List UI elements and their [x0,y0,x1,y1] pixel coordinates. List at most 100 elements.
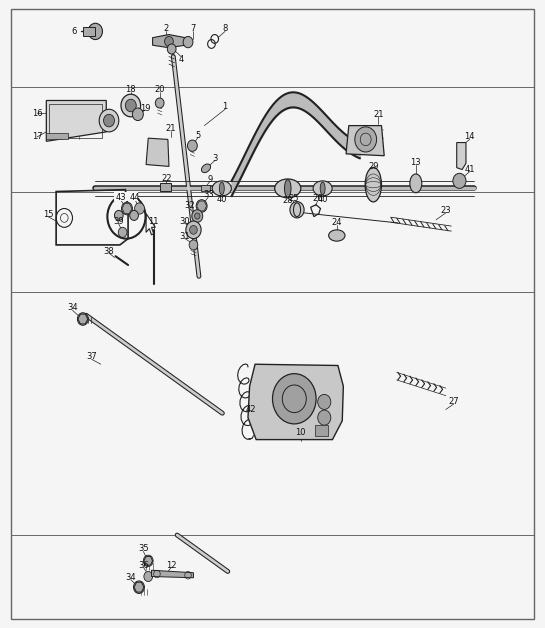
Circle shape [121,94,141,117]
Bar [315,425,328,436]
Circle shape [192,210,203,222]
Circle shape [144,571,153,582]
Circle shape [88,23,102,40]
Circle shape [122,202,132,215]
Polygon shape [78,314,88,324]
Text: 21: 21 [165,124,176,133]
Text: 3: 3 [213,154,218,163]
Circle shape [196,200,207,212]
Ellipse shape [320,182,325,195]
Polygon shape [152,570,193,578]
Text: 37: 37 [86,352,97,361]
Text: 15: 15 [43,210,53,219]
Text: 16: 16 [32,109,43,117]
Text: 25: 25 [288,194,299,203]
Text: 36: 36 [138,561,149,570]
Circle shape [187,140,197,151]
Circle shape [155,98,164,108]
Text: 2: 2 [164,24,169,33]
Circle shape [135,203,144,214]
Circle shape [134,581,144,593]
Circle shape [186,221,201,239]
Ellipse shape [275,179,301,198]
Polygon shape [153,35,185,48]
Text: 24: 24 [331,219,342,227]
Ellipse shape [219,182,225,195]
Ellipse shape [284,180,291,197]
Text: 39: 39 [113,217,124,225]
Text: 6: 6 [71,27,77,36]
Bar [46,133,68,139]
Polygon shape [122,203,132,214]
Text: 21: 21 [373,110,384,119]
Circle shape [318,394,331,409]
Bar [201,185,210,191]
Ellipse shape [313,181,332,196]
Ellipse shape [213,181,231,196]
Circle shape [165,36,173,46]
Text: 18: 18 [125,85,136,94]
Ellipse shape [202,164,210,173]
Text: 11: 11 [148,217,159,225]
Text: 4: 4 [178,55,184,63]
Circle shape [130,210,138,220]
Circle shape [195,213,200,219]
Text: 13: 13 [410,158,421,166]
Circle shape [355,127,377,152]
Text: 40: 40 [317,195,328,204]
Circle shape [290,202,304,218]
Text: 20: 20 [154,85,165,94]
Circle shape [183,36,193,48]
Text: 14: 14 [464,133,475,141]
Polygon shape [144,556,153,565]
Text: 33: 33 [203,190,214,199]
Text: 27: 27 [449,398,459,406]
Polygon shape [346,126,384,156]
Text: 44: 44 [130,193,141,202]
Circle shape [190,225,197,234]
Ellipse shape [329,230,345,241]
Circle shape [167,44,176,54]
Circle shape [77,313,88,325]
Circle shape [189,240,198,250]
Polygon shape [457,143,466,170]
Text: 7: 7 [191,24,196,33]
Ellipse shape [365,167,382,202]
Text: 28: 28 [282,196,293,205]
Text: 19: 19 [140,104,151,112]
Circle shape [318,410,331,425]
Text: 12: 12 [166,561,177,570]
Bar [160,183,171,191]
Text: 1: 1 [222,102,228,111]
Bar [114,192,138,201]
Ellipse shape [294,203,301,217]
Bar [49,104,102,138]
Polygon shape [134,582,144,592]
Text: 41: 41 [464,165,475,174]
Polygon shape [46,100,106,141]
Text: 8: 8 [222,24,228,33]
Text: 42: 42 [245,405,256,414]
Circle shape [99,109,119,132]
Text: 9: 9 [207,175,213,184]
Text: 43: 43 [115,193,126,202]
Circle shape [104,114,114,127]
Text: 38: 38 [104,247,114,256]
Ellipse shape [410,174,422,193]
Text: 10: 10 [295,428,306,436]
Text: 34: 34 [125,573,136,582]
Polygon shape [248,364,343,440]
Text: 34: 34 [67,303,78,312]
Circle shape [453,173,466,188]
Text: 26: 26 [312,194,323,203]
Text: 40: 40 [216,195,227,204]
Text: 29: 29 [368,162,379,171]
Text: 30: 30 [179,217,190,225]
Text: 22: 22 [161,174,172,183]
Circle shape [114,210,123,220]
Text: 35: 35 [138,544,149,553]
Circle shape [125,99,136,112]
Circle shape [118,227,127,237]
Bar [83,27,95,36]
Circle shape [132,108,143,121]
